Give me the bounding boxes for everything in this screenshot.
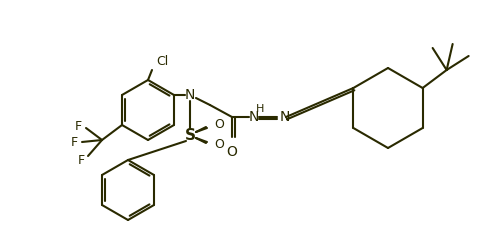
Text: O: O [214, 138, 224, 152]
Text: F: F [75, 120, 82, 133]
Text: F: F [71, 136, 78, 149]
Text: O: O [214, 119, 224, 132]
Text: H: H [256, 104, 264, 114]
Text: N: N [249, 110, 259, 124]
Text: F: F [78, 154, 85, 167]
Text: O: O [227, 145, 238, 159]
Text: N: N [280, 110, 290, 124]
Text: Cl: Cl [156, 55, 168, 68]
Text: N: N [185, 88, 195, 102]
Text: S: S [184, 127, 196, 142]
